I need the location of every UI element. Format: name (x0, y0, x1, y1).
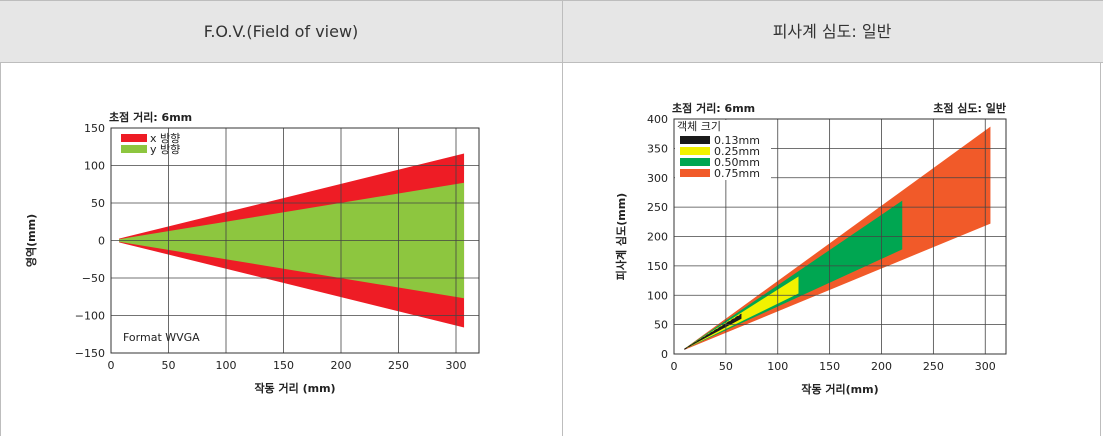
y-tick-label-0: 150 (84, 122, 105, 135)
x-tick-label-5: 250 (388, 359, 409, 372)
x-axis-label: 작동 거리 (mm) (254, 381, 335, 395)
plot-frame (673, 118, 1007, 355)
chart-top-right-label: 초점 심도: 일반 (933, 101, 1006, 115)
fov-chart: 0 50 100 150 200 250 300 150 100 50 0 −50 −100 −150 작동… (24, 110, 480, 395)
x-tick-label-0: 0 (671, 360, 678, 373)
y-tick-label-4: −50 (82, 272, 105, 285)
x-tick-label-3: 150 (819, 360, 840, 373)
x-tick-label-3: 150 (273, 359, 294, 372)
y-tick-label-6: −150 (75, 347, 105, 360)
y-tick-label-0: 0 (661, 348, 668, 361)
fov-header-title: F.O.V.(Field of view) (203, 22, 359, 41)
x-tick-label-6: 300 (975, 360, 996, 373)
y-axis-label: 피사계 심도(mm) (614, 193, 628, 280)
legend-swatch-1 (121, 145, 147, 153)
y-tick-label-1: 100 (84, 160, 105, 173)
y-axis-label: 영역(mm) (24, 214, 38, 267)
y-tick-label-5: −100 (75, 310, 105, 323)
y-tick-label-3: 0 (98, 235, 105, 248)
legend-label-2: 0.50mm (714, 156, 760, 169)
legend-label-0: 0.13mm (714, 134, 760, 147)
x-tick-label-0: 0 (108, 359, 115, 372)
x-tick-label-2: 100 (767, 360, 788, 373)
series-area-1 (684, 200, 903, 350)
legend-swatch-0 (680, 136, 710, 144)
y-tick-label-7: 350 (647, 142, 668, 155)
chart-top-label: 초점 거리: 6mm (672, 101, 755, 115)
legend-label-1: 0.25mm (714, 145, 760, 158)
table-header: F.O.V.(Field of view) 피사계 심도: 일반 (0, 0, 1103, 63)
x-tick-label-1: 50 (719, 360, 733, 373)
legend-swatch-2 (680, 158, 710, 166)
legend-label-1: y 방향 (150, 143, 180, 156)
column-divider (562, 0, 563, 436)
x-tick-label-4: 200 (331, 359, 352, 372)
x-tick-label-4: 200 (871, 360, 892, 373)
legend-swatch-1 (680, 147, 710, 155)
y-tick-label-2: 100 (647, 289, 668, 302)
plot-frame (110, 127, 480, 354)
y-tick-label-6: 300 (647, 172, 668, 185)
chart-top-label: 초점 거리: 6mm (109, 110, 192, 124)
legend-swatch-3 (680, 169, 710, 177)
dof-chart: 0 50 100 150 200 250 300 0 50 100 150 200 250 300 350 4… (614, 101, 1007, 396)
x-tick-label-5: 250 (923, 360, 944, 373)
y-tick-label-1: 50 (654, 319, 668, 332)
y-tick-label-3: 150 (647, 260, 668, 273)
x-tick-label-6: 300 (446, 359, 467, 372)
y-tick-label-8: 400 (647, 113, 668, 126)
legend-label-0: x 방향 (150, 132, 180, 145)
legend-label-3: 0.75mm (714, 167, 760, 180)
series-guide-line (684, 313, 742, 350)
series-area-0 (684, 126, 991, 350)
legend-title: 객체 크기 (677, 120, 721, 133)
chart-annotation: Format WVGA (123, 331, 200, 344)
legend-swatch-0 (121, 134, 147, 142)
y-tick-label-2: 50 (91, 197, 105, 210)
dof-header-title: 피사계 심도: 일반 (772, 22, 892, 41)
x-tick-label-2: 100 (216, 359, 237, 372)
y-tick-label-4: 200 (647, 231, 668, 244)
x-tick-label-1: 50 (162, 359, 176, 372)
series-area-2 (684, 276, 799, 350)
x-axis-label: 작동 거리(mm) (801, 382, 878, 396)
y-tick-label-5: 250 (647, 201, 668, 214)
